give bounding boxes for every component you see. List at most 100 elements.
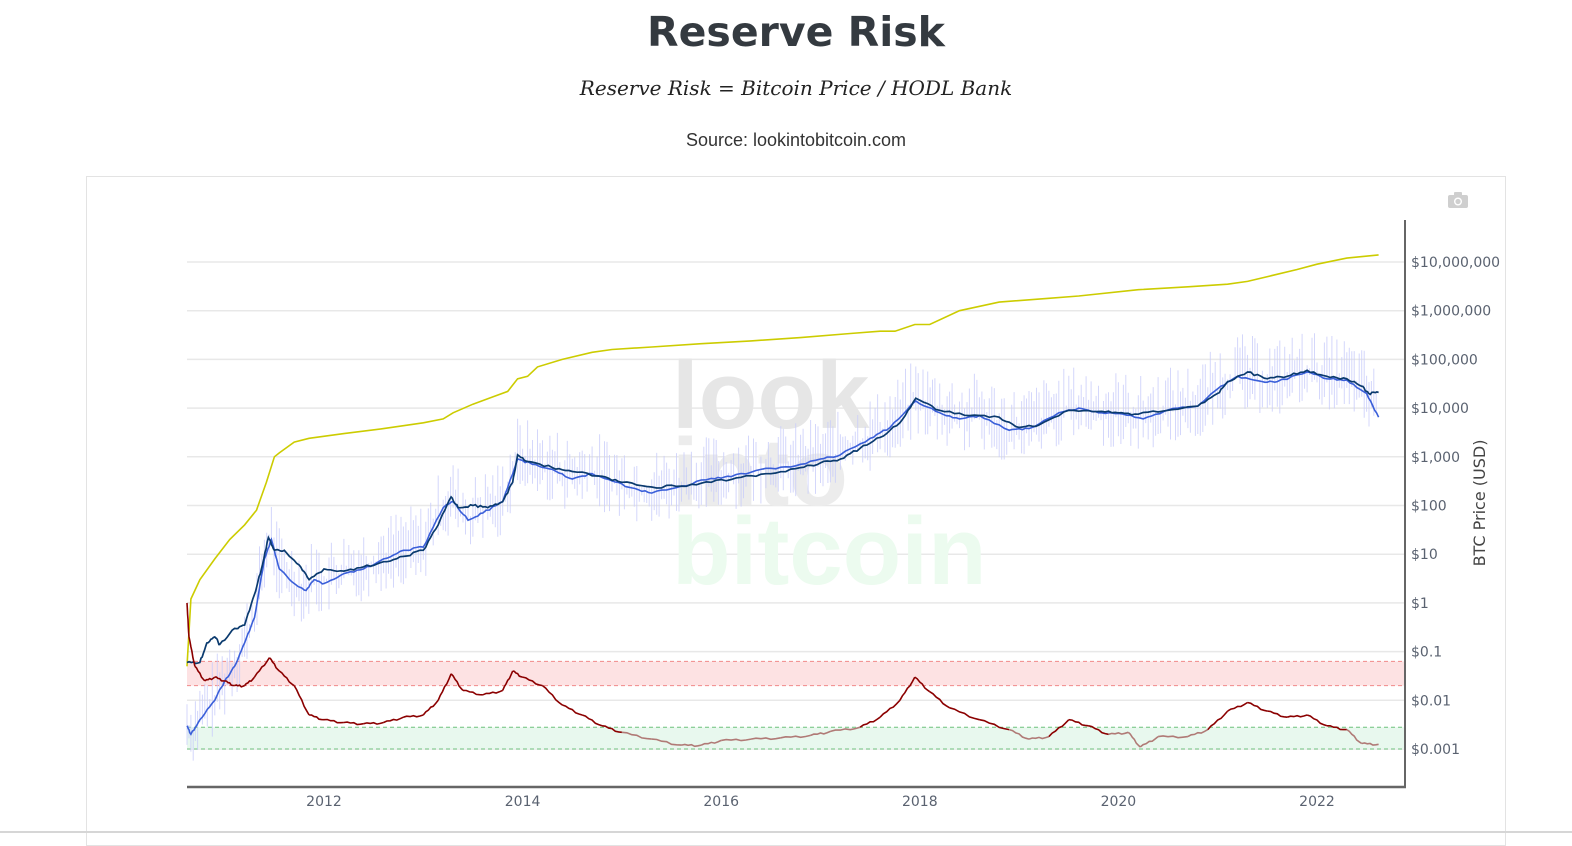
series-reserve-risk-segment <box>462 689 483 696</box>
series-hodl-bank <box>186 254 1379 667</box>
x-tick-label: 2012 <box>306 794 342 810</box>
series-reserve-risk-segment <box>512 670 523 678</box>
series-reserve-risk-segment <box>601 725 622 734</box>
series-btc-price-200d <box>186 369 1379 665</box>
y-tick-label: $10,000,000 <box>1411 255 1500 271</box>
y-tick-label: $10 <box>1411 547 1438 563</box>
series-reserve-risk-segment <box>1326 725 1347 731</box>
series-reserve-risk-segment <box>1306 714 1328 727</box>
series-reserve-risk-segment <box>278 670 295 687</box>
axes <box>187 220 1406 789</box>
series-reserve-risk-segment <box>1157 735 1188 739</box>
series-reserve-risk-segment <box>1108 731 1129 736</box>
series-reserve-risk-segment <box>234 684 245 688</box>
series-reserve-risk-segment <box>879 699 901 718</box>
series-reserve-risk-segment <box>1088 725 1109 736</box>
series-reserve-risk-segment <box>1048 719 1070 738</box>
formula: Reserve Risk = Bitcoin Price / HODL Bank <box>579 76 1013 100</box>
series-reserve-risk-segment <box>1346 728 1363 745</box>
series-reserve-risk-segment <box>450 673 464 691</box>
series-reserve-risk-segment <box>859 716 881 728</box>
series-reserve-risk-segment <box>437 673 452 701</box>
x-tick-label: 2014 <box>505 794 541 810</box>
source-text: Source: lookintobitcoin.com <box>685 130 907 150</box>
series-reserve-risk-segment <box>899 676 916 701</box>
x-tick-label: 2016 <box>703 794 739 810</box>
x-tick-label: 2020 <box>1101 794 1137 810</box>
series-reserve-risk-segment <box>522 676 543 687</box>
series-reserve-risk-segment <box>1286 714 1308 718</box>
series-reserve-risk-segment <box>343 721 364 726</box>
series-reserve-risk-segment <box>363 721 384 725</box>
series-reserve-risk-segment <box>621 731 652 740</box>
series-reserve-risk-segment <box>681 743 702 748</box>
series-reserve-risk-segment <box>750 737 781 741</box>
y-tick-label: $1,000,000 <box>1411 304 1491 320</box>
red-zone <box>187 661 1405 686</box>
series-reserve-risk-segment <box>562 704 583 716</box>
series-reserve-risk-segment <box>700 739 722 746</box>
series-reserve-risk-segment <box>1247 701 1268 712</box>
series-reserve-risk-segment <box>651 738 682 746</box>
watermark-bitcoin: bitcoin <box>672 498 987 605</box>
series-reserve-risk-segment <box>1187 728 1209 738</box>
x-tick-label: 2022 <box>1299 794 1335 810</box>
page-title: Reserve Risk <box>647 8 945 56</box>
y-tick-label: $100,000 <box>1411 352 1478 368</box>
series-reserve-risk-segment <box>581 714 603 727</box>
series-reserve-risk-segment <box>1127 731 1141 748</box>
series-reserve-risk-segment <box>1207 710 1229 731</box>
y-axis-title: BTC Price (USD) <box>1470 440 1489 567</box>
y-tick-label: $0.001 <box>1411 742 1460 758</box>
series-reserve-risk-segment <box>1227 701 1248 712</box>
y-tick-label: $100 <box>1411 499 1447 515</box>
series-reserve-risk-segment <box>309 714 325 721</box>
series-reserve-risk-segment <box>194 665 206 682</box>
watermark-look: look <box>672 342 870 449</box>
green-zone <box>187 727 1405 749</box>
series-reserve-risk-segment <box>186 602 190 637</box>
series-lines <box>186 254 1380 761</box>
series-reserve-risk-segment <box>383 716 404 724</box>
series-reserve-risk-segment <box>323 718 344 724</box>
y-tick-label: $1,000 <box>1411 450 1460 466</box>
series-reserve-risk-segment <box>721 738 752 742</box>
series-reserve-risk-segment <box>253 657 271 678</box>
series-btc-price-50d <box>186 371 1380 736</box>
series-reserve-risk-segment <box>268 657 280 672</box>
series-reserve-risk-segment <box>810 730 831 737</box>
x-tick-labels: 2012 2014 2016 2018 2020 2022 <box>306 794 1335 810</box>
series-reserve-risk-segment <box>403 714 424 718</box>
series-reserve-risk-segment <box>1068 718 1089 727</box>
series-reserve-risk-segment <box>243 676 256 687</box>
series-reserve-risk-segment <box>204 676 216 682</box>
y-tick-label: $1 <box>1411 596 1429 612</box>
series-reserve-risk-segment <box>929 691 951 709</box>
series-reserve-risk-segment <box>830 726 861 733</box>
series-reserve-risk-segment <box>1028 735 1050 740</box>
series-reserve-risk-segment <box>188 636 196 667</box>
y-tick-label: $0.1 <box>1411 645 1442 661</box>
y-tick-label: $10,000 <box>1411 401 1469 417</box>
x-tick-label: 2018 <box>902 794 938 810</box>
series-reserve-risk-segment <box>979 718 1010 731</box>
series-reserve-risk-segment <box>949 707 980 721</box>
y-tick-label: $0.01 <box>1411 693 1451 709</box>
series-reserve-risk-segment <box>914 676 931 693</box>
series-reserve-risk-segment <box>1008 728 1030 740</box>
series-reserve-risk-segment <box>293 685 310 716</box>
series-reserve-risk-segment <box>1267 710 1288 718</box>
series-reserve-risk-segment <box>214 676 225 682</box>
camera-icon[interactable] <box>1447 191 1469 209</box>
series-reserve-risk-segment <box>482 689 504 696</box>
page-bottom-rule <box>0 831 1572 833</box>
series-reserve-risk-segment <box>422 699 439 716</box>
series-reserve-risk-segment <box>1361 742 1379 746</box>
zone-bands <box>187 660 1405 750</box>
series-reserve-risk-segment <box>501 670 514 691</box>
y-tick-labels: $10,000,000 $1,000,000 $100,000 $10,000 $1,0… <box>1411 255 1500 758</box>
series-reserve-risk-segment <box>224 680 235 687</box>
series-reserve-risk-segment <box>542 684 563 706</box>
series-reserve-risk-segment <box>780 734 811 739</box>
